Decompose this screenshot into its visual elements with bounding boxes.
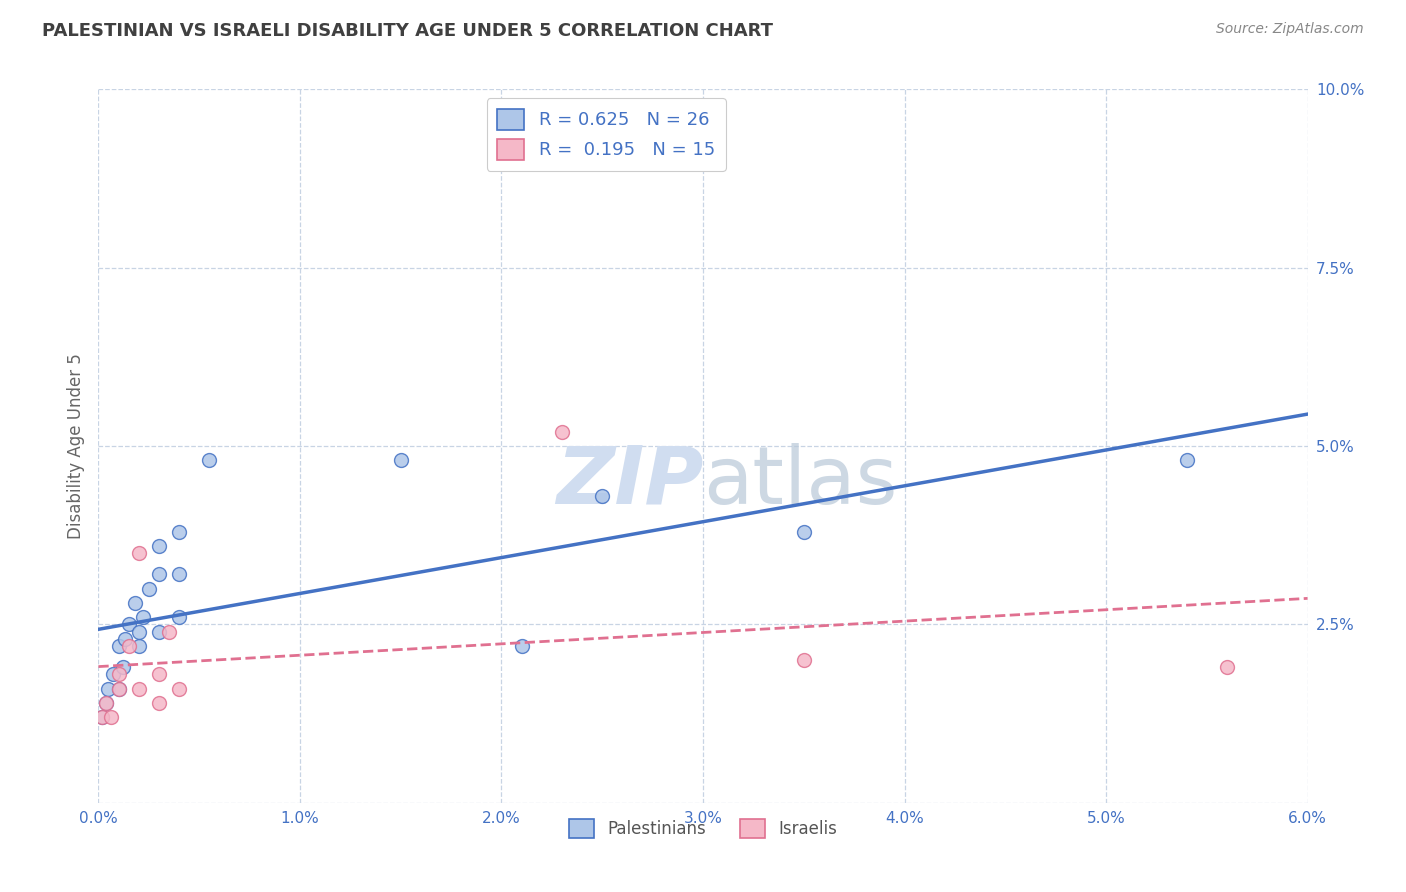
Y-axis label: Disability Age Under 5: Disability Age Under 5 [66,353,84,539]
Point [167,681,190,696]
Point [97,681,120,696]
Point [128,546,150,560]
Text: PALESTINIAN VS ISRAELI DISABILITY AGE UNDER 5 CORRELATION CHART: PALESTINIAN VS ISRAELI DISABILITY AGE UN… [42,22,773,40]
Point [148,667,170,681]
Point [107,667,129,681]
Point [148,696,170,710]
Point [91,710,114,724]
Point [167,524,190,539]
Point [148,567,170,582]
Point [1175,453,1198,467]
Point [510,639,533,653]
Point [128,624,150,639]
Point [101,667,124,681]
Legend: Palestinians, Israelis: Palestinians, Israelis [562,812,844,845]
Point [96,696,118,710]
Text: atlas: atlas [703,442,897,521]
Point [124,596,146,610]
Point [793,524,815,539]
Point [157,624,180,639]
Point [107,681,129,696]
Point [148,539,170,553]
Point [111,660,134,674]
Point [91,710,114,724]
Point [389,453,412,467]
Point [100,710,122,724]
Point [128,639,150,653]
Text: ZIP: ZIP [555,442,703,521]
Point [96,696,118,710]
Point [167,610,190,624]
Point [128,681,150,696]
Point [107,639,129,653]
Point [114,632,136,646]
Point [591,489,613,503]
Text: Source: ZipAtlas.com: Source: ZipAtlas.com [1216,22,1364,37]
Point [118,617,141,632]
Point [107,681,129,696]
Point [1216,660,1239,674]
Point [167,567,190,582]
Point [148,624,170,639]
Point [198,453,221,467]
Point [551,425,574,439]
Point [138,582,160,596]
Point [132,610,155,624]
Point [793,653,815,667]
Point [118,639,141,653]
